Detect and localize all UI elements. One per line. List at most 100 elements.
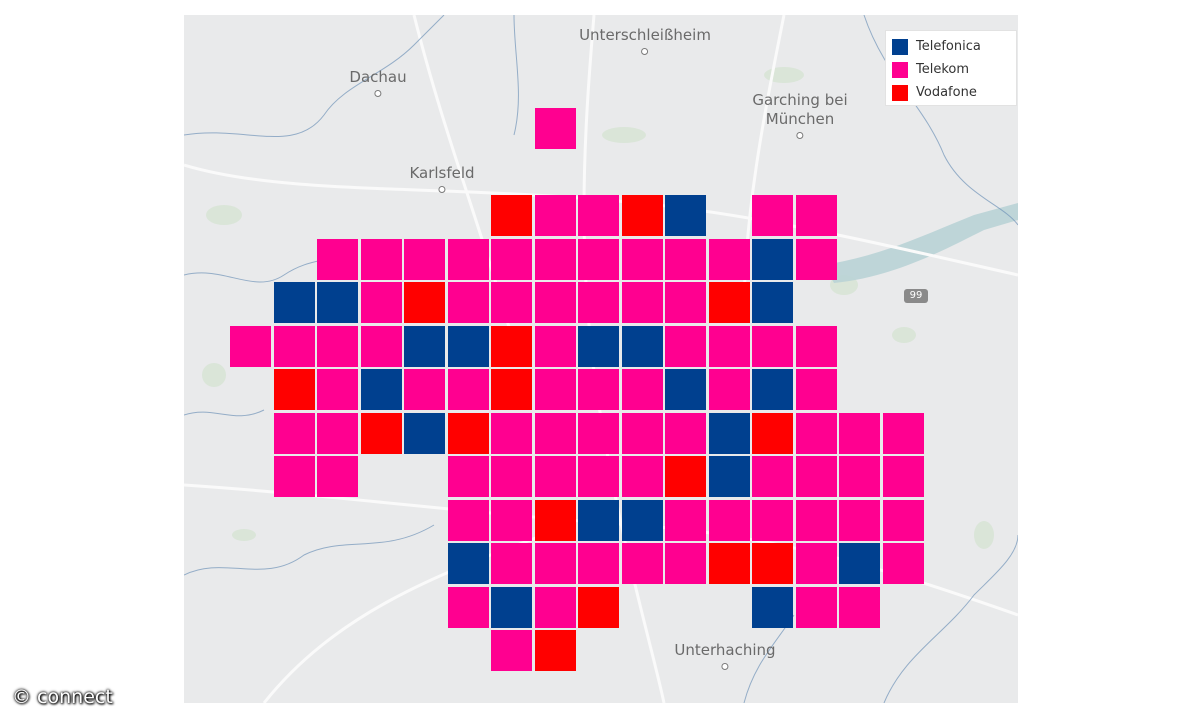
coverage-cell-telekom[interactable] (317, 413, 358, 454)
coverage-cell-telefonica[interactable] (317, 282, 358, 323)
coverage-cell-telekom[interactable] (448, 282, 489, 323)
coverage-cell-telekom[interactable] (578, 543, 619, 584)
coverage-cell-telekom[interactable] (578, 195, 619, 236)
coverage-cell-telefonica[interactable] (448, 543, 489, 584)
coverage-cell-telekom[interactable] (752, 195, 793, 236)
coverage-cell-vodafone[interactable] (622, 195, 663, 236)
coverage-cell-vodafone[interactable] (709, 282, 750, 323)
coverage-cell-telekom[interactable] (491, 630, 532, 671)
coverage-cell-telekom[interactable] (622, 282, 663, 323)
coverage-cell-telefonica[interactable] (665, 369, 706, 410)
coverage-cell-telekom[interactable] (883, 543, 924, 584)
coverage-cell-vodafone[interactable] (665, 456, 706, 497)
coverage-cell-telekom[interactable] (274, 413, 315, 454)
coverage-cell-telekom[interactable] (796, 195, 837, 236)
coverage-cell-telekom[interactable] (839, 587, 880, 628)
coverage-cell-vodafone[interactable] (491, 326, 532, 367)
coverage-cell-telekom[interactable] (665, 413, 706, 454)
coverage-cell-telekom[interactable] (535, 543, 576, 584)
coverage-cell-telekom[interactable] (796, 587, 837, 628)
coverage-cell-vodafone[interactable] (361, 413, 402, 454)
legend-item-telekom[interactable]: Telekom (892, 58, 1010, 81)
coverage-cell-telefonica[interactable] (578, 326, 619, 367)
legend-item-vodafone[interactable]: Vodafone (892, 81, 1010, 104)
coverage-cell-telekom[interactable] (274, 326, 315, 367)
coverage-cell-telekom[interactable] (274, 456, 315, 497)
coverage-cell-telekom[interactable] (535, 239, 576, 280)
coverage-cell-telekom[interactable] (535, 326, 576, 367)
coverage-cell-telekom[interactable] (491, 543, 532, 584)
coverage-cell-telekom[interactable] (404, 369, 445, 410)
coverage-cell-telekom[interactable] (796, 500, 837, 541)
coverage-cell-telekom[interactable] (535, 587, 576, 628)
coverage-cell-telefonica[interactable] (491, 587, 532, 628)
coverage-cell-telefonica[interactable] (361, 369, 402, 410)
coverage-cell-telekom[interactable] (317, 369, 358, 410)
coverage-cell-telekom[interactable] (665, 326, 706, 367)
coverage-cell-telekom[interactable] (578, 456, 619, 497)
coverage-cell-telekom[interactable] (665, 282, 706, 323)
coverage-cell-telefonica[interactable] (709, 456, 750, 497)
coverage-cell-telekom[interactable] (883, 413, 924, 454)
coverage-cell-telefonica[interactable] (404, 326, 445, 367)
coverage-cell-telefonica[interactable] (839, 543, 880, 584)
coverage-cell-telefonica[interactable] (622, 326, 663, 367)
coverage-cell-telekom[interactable] (796, 369, 837, 410)
coverage-cell-telekom[interactable] (578, 239, 619, 280)
coverage-cell-telekom[interactable] (535, 108, 576, 149)
coverage-cell-telekom[interactable] (535, 456, 576, 497)
coverage-cell-telekom[interactable] (448, 500, 489, 541)
coverage-cell-telekom[interactable] (839, 500, 880, 541)
coverage-cell-vodafone[interactable] (404, 282, 445, 323)
coverage-cell-vodafone[interactable] (448, 413, 489, 454)
map-background[interactable]: 99 Unterschleißheim Dachau Garching bei … (184, 15, 1018, 703)
coverage-cell-vodafone[interactable] (752, 413, 793, 454)
coverage-cell-telefonica[interactable] (448, 326, 489, 367)
coverage-cell-vodafone[interactable] (535, 500, 576, 541)
coverage-cell-telekom[interactable] (665, 239, 706, 280)
coverage-cell-telekom[interactable] (839, 413, 880, 454)
coverage-cell-telekom[interactable] (709, 500, 750, 541)
coverage-cell-telekom[interactable] (491, 413, 532, 454)
coverage-cell-telekom[interactable] (665, 500, 706, 541)
coverage-cell-telekom[interactable] (448, 456, 489, 497)
coverage-cell-telekom[interactable] (622, 543, 663, 584)
coverage-cell-telekom[interactable] (709, 239, 750, 280)
coverage-cell-telekom[interactable] (665, 543, 706, 584)
coverage-cell-telekom[interactable] (230, 326, 271, 367)
coverage-cell-telefonica[interactable] (274, 282, 315, 323)
coverage-cell-vodafone[interactable] (491, 369, 532, 410)
coverage-cell-telekom[interactable] (317, 326, 358, 367)
coverage-cell-telekom[interactable] (535, 369, 576, 410)
coverage-cell-vodafone[interactable] (535, 630, 576, 671)
coverage-cell-telefonica[interactable] (752, 282, 793, 323)
coverage-cell-telekom[interactable] (491, 500, 532, 541)
coverage-cell-telekom[interactable] (622, 239, 663, 280)
coverage-cell-telekom[interactable] (622, 413, 663, 454)
coverage-cell-telekom[interactable] (491, 239, 532, 280)
coverage-cell-telefonica[interactable] (404, 413, 445, 454)
coverage-cell-telekom[interactable] (883, 500, 924, 541)
coverage-cell-telekom[interactable] (883, 456, 924, 497)
coverage-cell-telekom[interactable] (796, 456, 837, 497)
coverage-cell-telekom[interactable] (796, 543, 837, 584)
coverage-cell-telekom[interactable] (535, 282, 576, 323)
coverage-cell-telekom[interactable] (404, 239, 445, 280)
coverage-cell-telekom[interactable] (578, 413, 619, 454)
coverage-cell-telekom[interactable] (448, 369, 489, 410)
coverage-cell-vodafone[interactable] (578, 587, 619, 628)
legend-item-telefonica[interactable]: Telefonica (892, 35, 1010, 58)
coverage-cell-telekom[interactable] (796, 413, 837, 454)
coverage-cell-vodafone[interactable] (274, 369, 315, 410)
coverage-cell-telekom[interactable] (535, 195, 576, 236)
coverage-cell-telekom[interactable] (796, 326, 837, 367)
coverage-cell-telekom[interactable] (709, 369, 750, 410)
coverage-cell-telekom[interactable] (578, 282, 619, 323)
coverage-cell-telefonica[interactable] (752, 239, 793, 280)
coverage-cell-telefonica[interactable] (578, 500, 619, 541)
coverage-cell-telefonica[interactable] (665, 195, 706, 236)
coverage-cell-telefonica[interactable] (622, 500, 663, 541)
coverage-cell-telekom[interactable] (361, 326, 402, 367)
coverage-cell-telekom[interactable] (752, 456, 793, 497)
coverage-cell-telekom[interactable] (361, 282, 402, 323)
